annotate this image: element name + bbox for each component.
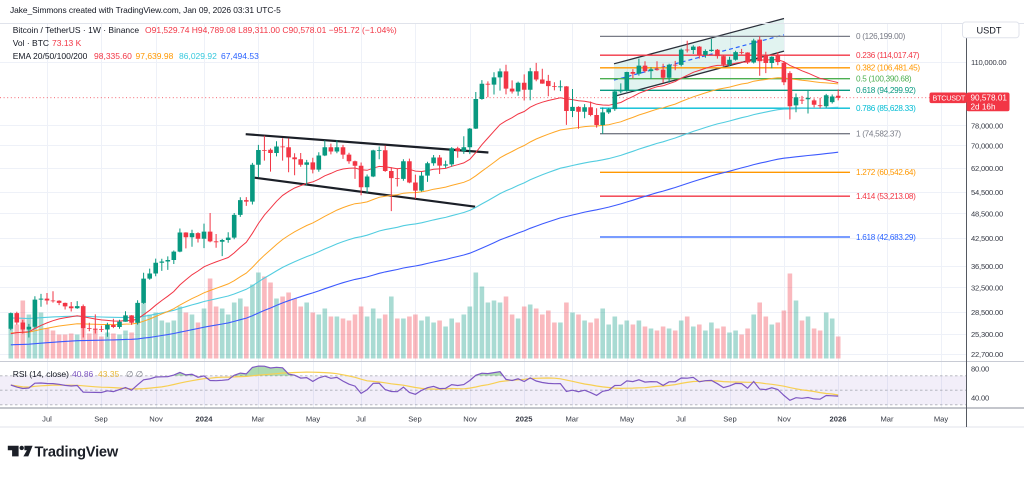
svg-text:Sep: Sep (94, 415, 108, 424)
svg-text:Mar: Mar (251, 415, 265, 424)
svg-text:54,500.00: 54,500.00 (971, 188, 1003, 197)
svg-text:25,300.00: 25,300.00 (971, 330, 1003, 339)
svg-text:Jul: Jul (42, 415, 52, 424)
svg-text:110,000.00: 110,000.00 (971, 58, 1006, 67)
svg-text:36,500.00: 36,500.00 (971, 262, 1003, 271)
svg-text:Sep: Sep (408, 415, 422, 424)
svg-text:2024: 2024 (196, 415, 214, 424)
svg-text:TradingView: TradingView (35, 445, 119, 461)
svg-text:May: May (620, 415, 635, 424)
svg-text:90,578.01: 90,578.01 (971, 94, 1008, 103)
svg-text:1.414 (53,213.08): 1.414 (53,213.08) (856, 192, 916, 201)
svg-text:1 (74,582.37): 1 (74,582.37) (856, 130, 901, 139)
svg-text:Nov: Nov (777, 415, 791, 424)
svg-text:0.236 (114,017.47): 0.236 (114,017.47) (856, 51, 920, 60)
svg-text:Mar: Mar (565, 415, 579, 424)
svg-text:May: May (306, 415, 321, 424)
svg-text:USDT: USDT (977, 25, 1002, 35)
svg-text:0.786 (85,628.33): 0.786 (85,628.33) (856, 104, 916, 113)
svg-text:0.618 (94,299.92): 0.618 (94,299.92) (856, 86, 916, 95)
svg-text:BTCUSDT: BTCUSDT (933, 94, 966, 103)
svg-text:78,000.00: 78,000.00 (971, 121, 1003, 130)
svg-text:22,700.00: 22,700.00 (971, 350, 1003, 359)
svg-text:42,500.00: 42,500.00 (971, 234, 1003, 243)
svg-text:40.00: 40.00 (971, 394, 989, 403)
svg-text:Bitcoin / TetherUS · 1W · Bina: Bitcoin / TetherUS · 1W · Binance O91,529… (13, 25, 397, 35)
svg-text:2d 16h: 2d 16h (971, 103, 996, 112)
svg-text:62,000.00: 62,000.00 (971, 164, 1003, 173)
svg-text:Nov: Nov (149, 415, 163, 424)
svg-text:70,000.00: 70,000.00 (971, 142, 1003, 151)
svg-text:1.618 (42,683.29): 1.618 (42,683.29) (856, 233, 916, 242)
svg-text:Jul: Jul (356, 415, 366, 424)
svg-text:32,500.00: 32,500.00 (971, 284, 1003, 293)
svg-text:48,500.00: 48,500.00 (971, 209, 1003, 218)
svg-text:0.5 (100,390.68): 0.5 (100,390.68) (856, 75, 912, 84)
svg-text:Sep: Sep (723, 415, 737, 424)
svg-text:Jul: Jul (676, 415, 686, 424)
svg-text:0 (126,199.00): 0 (126,199.00) (856, 32, 906, 41)
svg-text:2026: 2026 (830, 415, 847, 424)
svg-text:Mar: Mar (880, 415, 894, 424)
svg-text:28,500.00: 28,500.00 (971, 308, 1003, 317)
svg-text:2025: 2025 (516, 415, 534, 424)
svg-text:80.00: 80.00 (971, 365, 989, 374)
svg-text:0.382 (106,481.45): 0.382 (106,481.45) (856, 64, 920, 73)
svg-text:Jake_Simmons created with Trad: Jake_Simmons created with TradingView.co… (10, 5, 281, 15)
svg-text:1.272 (60,542.64): 1.272 (60,542.64) (856, 168, 916, 177)
svg-text:Nov: Nov (463, 415, 477, 424)
svg-text:May: May (934, 415, 949, 424)
